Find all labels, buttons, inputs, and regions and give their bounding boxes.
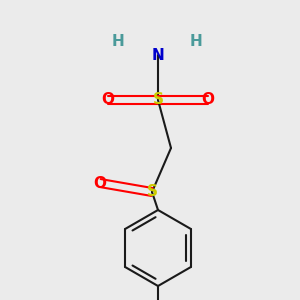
Text: O: O (94, 176, 106, 190)
Text: H: H (190, 34, 202, 50)
Text: S: S (146, 184, 158, 200)
Text: O: O (101, 92, 115, 107)
Text: H: H (112, 34, 124, 50)
Text: O: O (202, 92, 214, 107)
Text: S: S (152, 92, 164, 107)
Text: N: N (152, 47, 164, 62)
